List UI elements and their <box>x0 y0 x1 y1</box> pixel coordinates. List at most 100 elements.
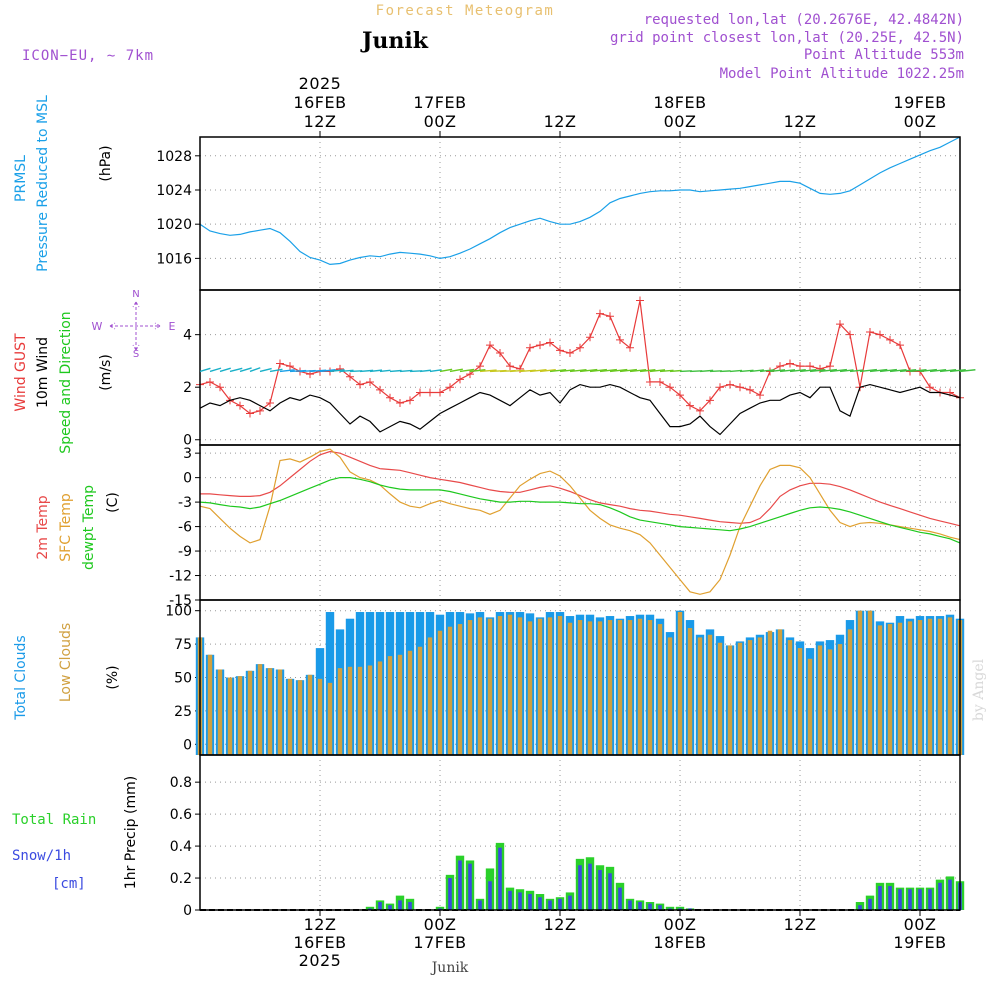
gust-marker <box>926 383 934 392</box>
wind-compass: N S W E <box>92 289 176 360</box>
snow-bar <box>878 886 882 910</box>
gust-marker <box>286 362 294 371</box>
low-cloud-bar <box>647 620 653 755</box>
low-cloud-bar <box>207 654 213 755</box>
wind-barb <box>699 369 714 373</box>
low-cloud-bar <box>747 640 753 755</box>
low-cloud-bar <box>847 629 853 755</box>
y-tick-label: 1028 <box>156 149 192 165</box>
low-cloud-bar <box>327 682 333 755</box>
low-cloud-bar <box>727 645 733 755</box>
gust-marker <box>336 364 344 373</box>
low-cloud-bar <box>577 620 583 755</box>
low-cloud-bar <box>367 665 373 755</box>
y-tick-label: 0.8 <box>170 775 192 791</box>
panel-label-low-clouds: Low Clouds <box>58 623 74 702</box>
wind-barb <box>749 369 764 373</box>
y-tick-label: 0 <box>183 737 192 753</box>
wind-barb <box>919 368 937 373</box>
low-cloud-bar <box>407 650 413 755</box>
snow-bar <box>568 895 572 910</box>
gust-marker <box>446 383 454 392</box>
wind-barb <box>369 369 383 373</box>
bottom-time-label: 17FEB <box>413 933 466 952</box>
wind-barb <box>819 368 837 373</box>
wind-barb <box>269 368 283 373</box>
snow-bar <box>458 860 462 910</box>
gust-marker <box>426 388 434 397</box>
gust-marker <box>646 377 654 386</box>
snow-bar <box>658 905 662 910</box>
low-cloud-bar <box>557 616 563 755</box>
top-time-label: 12Z <box>544 112 577 131</box>
wind-barb <box>839 369 854 373</box>
low-cloud-bar <box>597 621 603 755</box>
wind-barb <box>609 368 628 373</box>
snow-bar <box>688 908 692 910</box>
gust-marker <box>486 341 494 350</box>
gust-marker <box>636 296 644 305</box>
wind-barb <box>429 369 442 373</box>
gust-marker <box>846 330 854 339</box>
wind-barb <box>909 368 927 373</box>
wind-barb <box>599 368 617 373</box>
low-cloud-bar <box>487 618 493 755</box>
wind-barb <box>329 369 345 373</box>
compass-east: E <box>169 320 176 333</box>
y-tick-label: 1016 <box>156 251 192 267</box>
y-tick-label: -15 <box>169 593 192 609</box>
low-cloud-bar <box>467 620 473 755</box>
low-cloud-bar <box>687 628 693 755</box>
gust-marker <box>746 385 754 394</box>
gust-marker <box>896 341 904 350</box>
gust-marker <box>246 409 254 418</box>
panel-unit-wind: (m/s) <box>98 354 114 391</box>
wind-barb <box>889 368 907 373</box>
gust-marker <box>416 388 424 397</box>
low-cloud-bar <box>857 610 863 755</box>
wind-barb <box>219 367 231 373</box>
gust-marker <box>886 335 894 344</box>
gust-marker <box>686 401 694 410</box>
gust-marker <box>776 362 784 371</box>
snow-bar <box>478 900 482 910</box>
low-cloud-bar <box>667 637 673 755</box>
gust-marker <box>556 346 564 355</box>
wind-barb <box>729 369 743 373</box>
snow-bar <box>578 865 582 910</box>
gust-marker <box>876 330 884 339</box>
gust-marker <box>406 396 414 405</box>
low-cloud-bar <box>507 614 513 755</box>
gust-marker <box>266 398 274 407</box>
snow-bar <box>468 863 472 910</box>
location-title: Junik <box>360 28 429 54</box>
snow-bar <box>938 882 942 910</box>
low-cloud-bar <box>947 617 953 755</box>
snow-bar <box>668 908 672 910</box>
series-line-wind-1 <box>199 383 961 436</box>
low-cloud-bar <box>837 644 843 755</box>
wind-barb <box>239 367 252 373</box>
low-cloud-bar <box>657 624 663 755</box>
snow-bar <box>508 890 512 910</box>
snow-bar <box>898 889 902 910</box>
wind-barb <box>539 369 556 373</box>
bottom-time-label: 12Z <box>304 915 337 934</box>
gust-marker <box>706 396 714 405</box>
gust-marker <box>866 328 874 337</box>
snow-bar <box>638 902 642 910</box>
requested-coords: requested lon,lat (20.2676E, 42.4842N) <box>644 12 964 28</box>
gust-marker <box>606 312 614 321</box>
bottom-time-label: 2025 <box>299 951 342 970</box>
low-cloud-bar <box>337 668 343 755</box>
wind-barb <box>589 368 607 373</box>
low-cloud-bar <box>387 656 393 755</box>
panel-label-wind-dir: Speed and Direction <box>58 311 74 453</box>
wind-barb <box>629 368 647 373</box>
y-tick-label: 0.2 <box>170 871 192 887</box>
gust-marker <box>806 362 814 371</box>
wind-barb <box>579 368 598 373</box>
low-cloud-bar <box>777 629 783 755</box>
low-cloud-bar <box>827 649 833 755</box>
